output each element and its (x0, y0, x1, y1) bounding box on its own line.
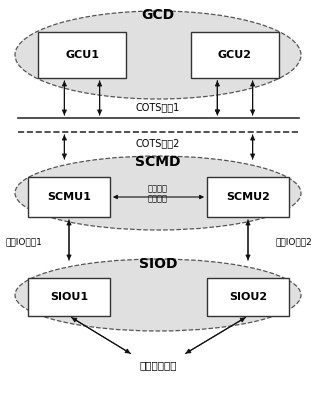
Ellipse shape (15, 259, 301, 331)
Bar (191, 32, 279, 78)
Text: SCMU2: SCMU2 (226, 192, 270, 202)
Bar (28, 278, 110, 316)
Text: SCMD: SCMD (135, 155, 181, 169)
Bar (28, 177, 110, 217)
Ellipse shape (15, 11, 301, 99)
Text: COTS内网1: COTS内网1 (136, 102, 180, 112)
Text: 专用冗余
通信网络: 专用冗余 通信网络 (148, 184, 168, 204)
Text: 专用IO总线2: 专用IO总线2 (275, 238, 312, 246)
Text: SIOU2: SIOU2 (229, 292, 267, 302)
Ellipse shape (15, 156, 301, 230)
Bar (207, 177, 289, 217)
Text: SCMU1: SCMU1 (47, 192, 91, 202)
Text: COTS内网2: COTS内网2 (136, 138, 180, 148)
Text: GCU1: GCU1 (65, 50, 99, 60)
Text: SIOD: SIOD (139, 257, 177, 271)
Text: SIOU1: SIOU1 (50, 292, 88, 302)
Bar (38, 32, 126, 78)
Text: 外部设备接口: 外部设备接口 (139, 360, 177, 370)
Bar (207, 278, 289, 316)
Text: GCD: GCD (141, 8, 175, 22)
Text: GCU2: GCU2 (218, 50, 252, 60)
Text: 专用IO总线1: 专用IO总线1 (5, 238, 42, 246)
